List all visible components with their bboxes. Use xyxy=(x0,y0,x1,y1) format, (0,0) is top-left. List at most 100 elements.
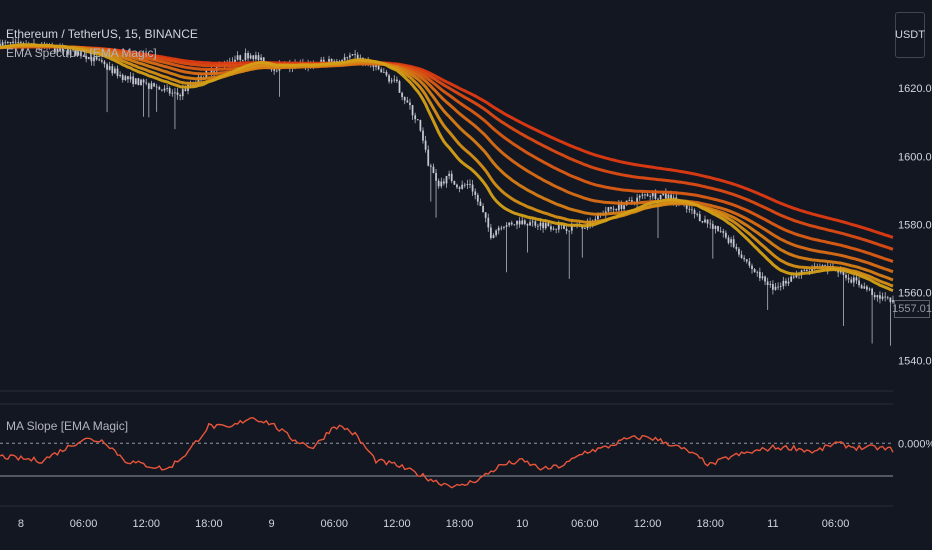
time-tick-label: 12:00 xyxy=(634,518,662,530)
ma-slope-legend[interactable]: MA Slope [EMA Magic] xyxy=(6,419,129,433)
candle-body xyxy=(275,70,278,72)
ema-line-6 xyxy=(0,45,894,251)
candle-body xyxy=(82,55,85,57)
candle-body xyxy=(706,219,709,224)
candle-body xyxy=(192,84,195,86)
candle-body xyxy=(343,57,346,61)
candle-body xyxy=(72,49,75,51)
candle-body xyxy=(247,53,249,59)
candle-body xyxy=(868,288,871,290)
candle-body xyxy=(0,43,1,48)
candle-body xyxy=(492,235,495,238)
candle-body xyxy=(53,46,56,53)
candle-body xyxy=(132,76,135,85)
candle-body xyxy=(730,239,733,243)
candle-body xyxy=(487,217,490,228)
candle-body xyxy=(260,57,263,61)
candle-body xyxy=(570,224,573,231)
candle-body xyxy=(445,175,448,184)
candle-body xyxy=(119,74,122,76)
candle-body xyxy=(526,223,529,226)
currency-unit-button[interactable]: USDT xyxy=(895,12,925,58)
candle-body xyxy=(529,222,531,226)
candle-body xyxy=(254,55,257,60)
candle-body xyxy=(348,55,351,58)
candle-body xyxy=(719,230,722,232)
candle-body xyxy=(531,221,534,223)
candle-body xyxy=(787,281,790,284)
time-tick-label: 06:00 xyxy=(571,518,599,530)
candle-body xyxy=(106,64,108,70)
candle-body xyxy=(701,221,704,223)
candle-body xyxy=(845,274,847,278)
ema-line-1 xyxy=(0,43,894,293)
candle-body xyxy=(795,274,798,278)
time-tick-label: 18:00 xyxy=(446,518,474,530)
candle-body xyxy=(557,224,560,230)
candle-body xyxy=(98,59,101,61)
candle-body xyxy=(388,75,390,82)
candle-body xyxy=(93,57,95,62)
candle-body xyxy=(12,41,14,44)
time-tick-label: 18:00 xyxy=(195,518,223,530)
candle-body xyxy=(140,79,142,86)
candle-body xyxy=(753,268,756,273)
candle-body xyxy=(704,219,706,223)
ema-spectrum-legend[interactable]: EMA Spectrum [EMA Magic] xyxy=(6,46,157,60)
candle-body xyxy=(790,276,793,282)
candle-body xyxy=(456,184,458,188)
ema-line-2 xyxy=(0,43,894,288)
candle-body xyxy=(241,59,244,61)
candle-body xyxy=(179,95,182,97)
candle-body xyxy=(471,184,474,192)
candle-body xyxy=(411,105,414,116)
price-tick-label: 1540.00 xyxy=(898,356,932,368)
candle-body xyxy=(424,140,427,150)
candle-body xyxy=(171,92,174,94)
candle-body xyxy=(482,205,484,213)
candle-body xyxy=(539,222,542,227)
candle-body xyxy=(322,59,325,63)
candle-body xyxy=(116,68,119,76)
price-tick-label: 1580.00 xyxy=(898,219,932,231)
candle-body xyxy=(382,71,385,73)
candle-body xyxy=(380,69,383,73)
candle-body xyxy=(876,295,879,298)
candle-body xyxy=(127,76,129,80)
candle-body xyxy=(111,66,114,74)
candle-body xyxy=(711,224,714,229)
candle-body xyxy=(508,222,511,226)
time-tick-label: 06:00 xyxy=(320,518,348,530)
time-tick-label: 12:00 xyxy=(383,518,411,530)
candle-body xyxy=(552,228,555,230)
candle-body xyxy=(390,80,393,82)
candle-body xyxy=(657,198,659,200)
candle-body xyxy=(563,224,565,229)
time-tick-label: 10 xyxy=(516,518,528,530)
candle-body xyxy=(779,286,782,287)
candle-body xyxy=(476,194,479,202)
candle-body xyxy=(565,228,568,231)
candle-body xyxy=(735,246,738,249)
candle-body xyxy=(432,166,435,173)
candle-body xyxy=(137,78,140,86)
candle-body xyxy=(435,172,437,181)
candle-body xyxy=(521,220,524,225)
candle-body xyxy=(630,200,633,202)
candle-body xyxy=(644,194,646,196)
candle-body xyxy=(892,300,894,303)
candle-body xyxy=(66,49,69,55)
candle-body xyxy=(448,173,451,176)
candle-body xyxy=(623,205,625,209)
time-tick-label: 8 xyxy=(18,518,24,530)
candle-body xyxy=(147,83,150,89)
candle-body xyxy=(777,286,780,288)
candle-body xyxy=(662,192,665,195)
candle-body xyxy=(335,61,338,62)
candle-body xyxy=(646,194,649,196)
candle-body xyxy=(805,269,808,272)
candle-body xyxy=(842,270,845,275)
time-tick-label: 9 xyxy=(268,518,274,530)
candle-body xyxy=(419,120,422,131)
